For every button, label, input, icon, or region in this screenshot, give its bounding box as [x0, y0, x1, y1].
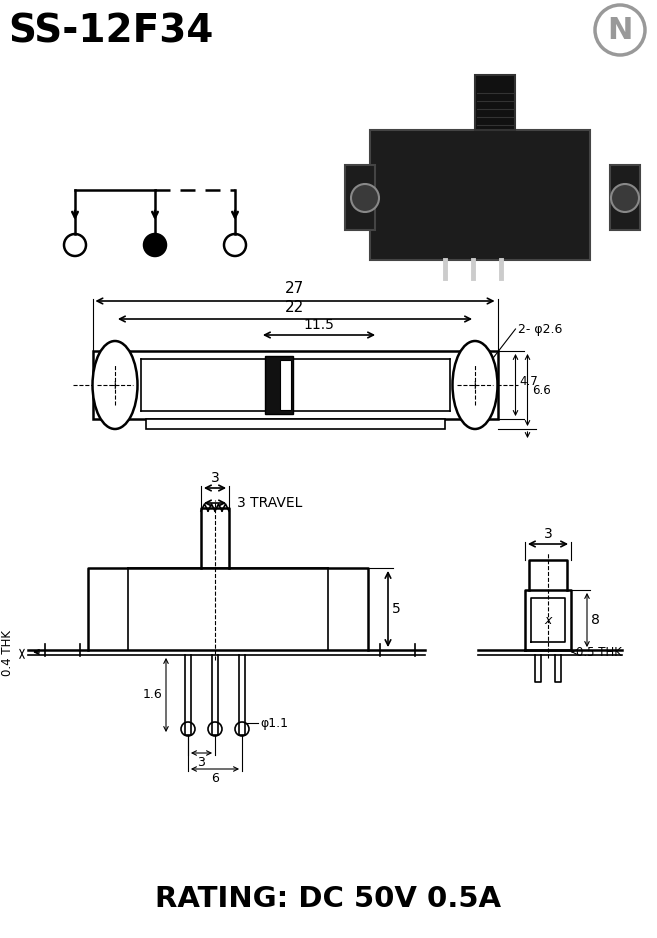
Text: 8: 8	[591, 613, 600, 627]
Text: 2- φ2.6: 2- φ2.6	[518, 323, 562, 336]
Bar	[281, 360, 291, 410]
Ellipse shape	[93, 341, 137, 429]
Text: 3: 3	[543, 527, 553, 541]
Text: 0.5 THK: 0.5 THK	[576, 645, 622, 658]
Text: 5: 5	[392, 602, 401, 616]
Text: 0.4 THK: 0.4 THK	[1, 629, 14, 675]
Text: 22: 22	[285, 300, 305, 315]
Text: 4.7: 4.7	[520, 374, 538, 387]
Bar	[610, 165, 640, 230]
Text: RATING: DC 50V 0.5A: RATING: DC 50V 0.5A	[155, 885, 501, 913]
Text: 3 TRAVEL: 3 TRAVEL	[237, 496, 302, 510]
Ellipse shape	[453, 341, 497, 429]
Circle shape	[351, 184, 379, 212]
Text: 6.6: 6.6	[533, 384, 551, 397]
Text: 3: 3	[198, 756, 206, 769]
Text: 6: 6	[211, 772, 219, 785]
Text: 11.5: 11.5	[304, 318, 334, 332]
Text: N: N	[607, 16, 633, 44]
Bar	[345, 165, 375, 230]
Bar	[145, 419, 445, 429]
Bar	[475, 75, 515, 130]
Text: 1.6: 1.6	[143, 688, 162, 702]
Text: φ1.1: φ1.1	[260, 717, 288, 730]
Bar	[93, 351, 497, 419]
Bar	[265, 356, 293, 414]
Bar	[370, 130, 590, 260]
Text: 3: 3	[211, 471, 219, 485]
Circle shape	[611, 184, 639, 212]
Circle shape	[144, 234, 166, 256]
Text: +: +	[470, 379, 480, 391]
Text: 27: 27	[285, 281, 305, 296]
Text: +: +	[110, 379, 120, 391]
Text: SS-12F34: SS-12F34	[8, 12, 214, 50]
Text: x: x	[544, 613, 552, 627]
